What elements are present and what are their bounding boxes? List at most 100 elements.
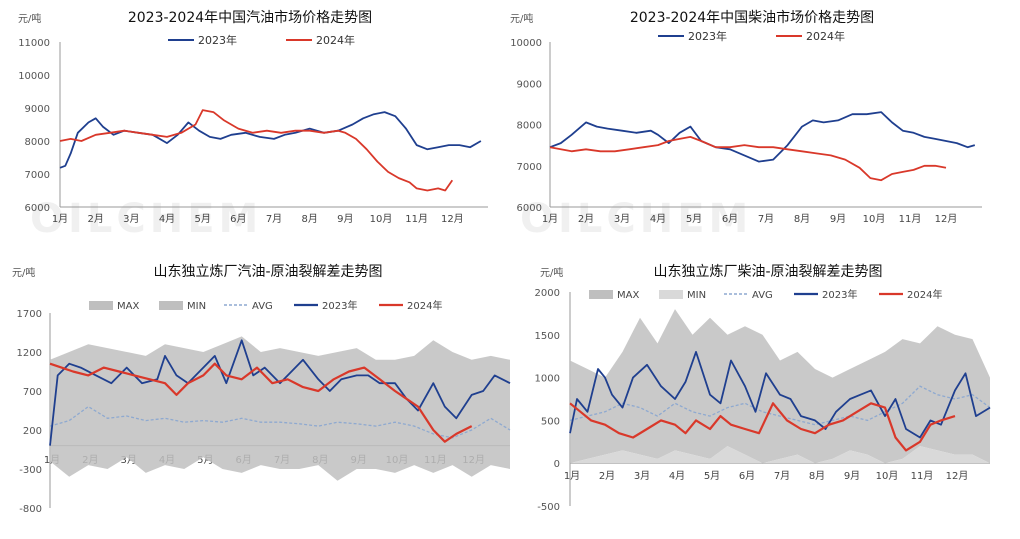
y-unit-label: 元/吨 <box>12 266 35 279</box>
avg-line <box>569 385 991 426</box>
x-tick-label: 12月 <box>441 213 464 225</box>
series-line-2023年 <box>49 339 511 446</box>
legend-label: 2023年 <box>688 29 727 43</box>
y-tick-label: 1700 <box>17 309 42 320</box>
x-tick-label: 5月 <box>194 213 210 225</box>
x-tick-label: 4月 <box>159 213 175 225</box>
series-line-2024年 <box>569 402 956 452</box>
x-tick-label: 11月 <box>911 470 934 482</box>
y-tick-label: -500 <box>537 502 560 513</box>
y-tick-label: 8000 <box>25 137 50 148</box>
series-line-2024年 <box>549 136 947 182</box>
y-tick-label: -800 <box>19 504 42 515</box>
avg-line <box>49 405 511 439</box>
chart-title: 2023-2024年中国柴油市场价格走势图 <box>630 9 874 26</box>
legend-label: 2024年 <box>907 288 942 301</box>
x-tick-label: 2月 <box>578 213 594 225</box>
legend-label: 2024年 <box>316 33 355 47</box>
legend-label: 2024年 <box>407 299 442 312</box>
y-tick-label: 500 <box>541 416 560 427</box>
x-tick-label: 9月 <box>337 213 353 225</box>
legend-swatch <box>89 301 113 310</box>
x-tick-label: 6月 <box>230 213 246 225</box>
y-tick-label: 0 <box>554 459 560 470</box>
legend-label: MIN <box>687 290 706 301</box>
x-tick-label: 4月 <box>650 213 666 225</box>
series-line-2024年 <box>59 109 454 192</box>
y-tick-label: 7000 <box>517 162 542 173</box>
x-tick-label: 7月 <box>266 213 282 225</box>
x-tick-label: 8月 <box>794 213 810 225</box>
y-tick-label: 8000 <box>517 121 542 132</box>
legend-label: 2024年 <box>806 29 845 43</box>
y-tick-label: 1500 <box>535 331 560 342</box>
legend-swatch <box>589 290 613 299</box>
x-tick-label: 1月 <box>52 213 68 225</box>
y-tick-label: 9000 <box>25 104 50 115</box>
series-line-2024年 <box>49 362 473 443</box>
x-tick-label: 6月 <box>722 213 738 225</box>
x-tick-label: 12月 <box>946 470 969 482</box>
y-tick-label: 10000 <box>18 71 50 82</box>
chart-title: 山东独立炼厂汽油-原油裂解差走势图 <box>153 264 382 280</box>
x-tick-label: 10月 <box>876 470 899 482</box>
x-tick-label: 9月 <box>844 470 860 482</box>
y-tick-label: 7000 <box>25 170 50 181</box>
x-tick-label: 11月 <box>405 213 428 225</box>
legend-swatch <box>659 290 683 299</box>
x-tick-label: 9月 <box>830 213 846 225</box>
watermark-1: OILCHEM <box>30 196 262 242</box>
legend-label: 2023年 <box>822 288 857 301</box>
chart-title: 2023-2024年中国汽油市场价格走势图 <box>128 9 372 26</box>
series-line-2023年 <box>549 111 976 163</box>
y-tick-label: -300 <box>19 465 42 476</box>
x-tick-label: 10月 <box>370 213 393 225</box>
y-tick-label: 2000 <box>535 288 560 299</box>
y-tick-label: 700 <box>23 387 42 398</box>
legend-label: 2023年 <box>198 33 237 47</box>
x-tick-label: 12月 <box>935 213 958 225</box>
x-tick-label: 3月 <box>634 470 650 482</box>
x-tick-label: 2月 <box>87 213 103 225</box>
y-tick-label: 6000 <box>517 203 542 214</box>
legend-swatch <box>159 301 183 310</box>
series-line-2023年 <box>59 111 482 169</box>
x-tick-label: 3月 <box>614 213 630 225</box>
x-tick-label: 5月 <box>704 470 720 482</box>
series-line-2023年 <box>569 351 991 439</box>
y-tick-label: 1200 <box>17 348 42 359</box>
legend-label: AVG <box>252 301 273 312</box>
max-band <box>50 336 510 481</box>
x-tick-label: 8月 <box>301 213 317 225</box>
y-tick-label: 11000 <box>18 38 50 49</box>
y-unit-label: 元/吨 <box>18 12 41 25</box>
max-band <box>570 309 990 464</box>
y-tick-label: 1000 <box>535 374 560 385</box>
x-tick-label: 5月 <box>686 213 702 225</box>
x-tick-label: 6月 <box>739 470 755 482</box>
x-tick-label: 7月 <box>774 470 790 482</box>
x-tick-label: 8月 <box>809 470 825 482</box>
x-tick-label: 2月 <box>599 470 615 482</box>
legend-label: AVG <box>752 290 773 301</box>
x-tick-label: 1月 <box>542 213 558 225</box>
x-tick-label: 11月 <box>899 213 922 225</box>
x-tick-label: 7月 <box>758 213 774 225</box>
x-tick-label: 4月 <box>669 470 685 482</box>
legend-label: MIN <box>187 301 206 312</box>
y-tick-label: 9000 <box>517 79 542 90</box>
x-tick-label: 10月 <box>863 213 886 225</box>
y-tick-label: 6000 <box>25 203 50 214</box>
y-tick-label: 200 <box>23 426 42 437</box>
min-band <box>570 446 990 464</box>
chart-title: 山东独立炼厂柴油-原油裂解差走势图 <box>653 264 882 280</box>
x-tick-label: 3月 <box>123 213 139 225</box>
y-unit-label: 元/吨 <box>540 266 563 279</box>
watermark-2: OILCHEM <box>520 196 752 242</box>
legend-label: MAX <box>117 301 139 312</box>
x-tick-label: 1月 <box>564 470 580 482</box>
legend-label: MAX <box>617 290 639 301</box>
legend-label: 2023年 <box>322 299 357 312</box>
y-unit-label: 元/吨 <box>510 12 533 25</box>
